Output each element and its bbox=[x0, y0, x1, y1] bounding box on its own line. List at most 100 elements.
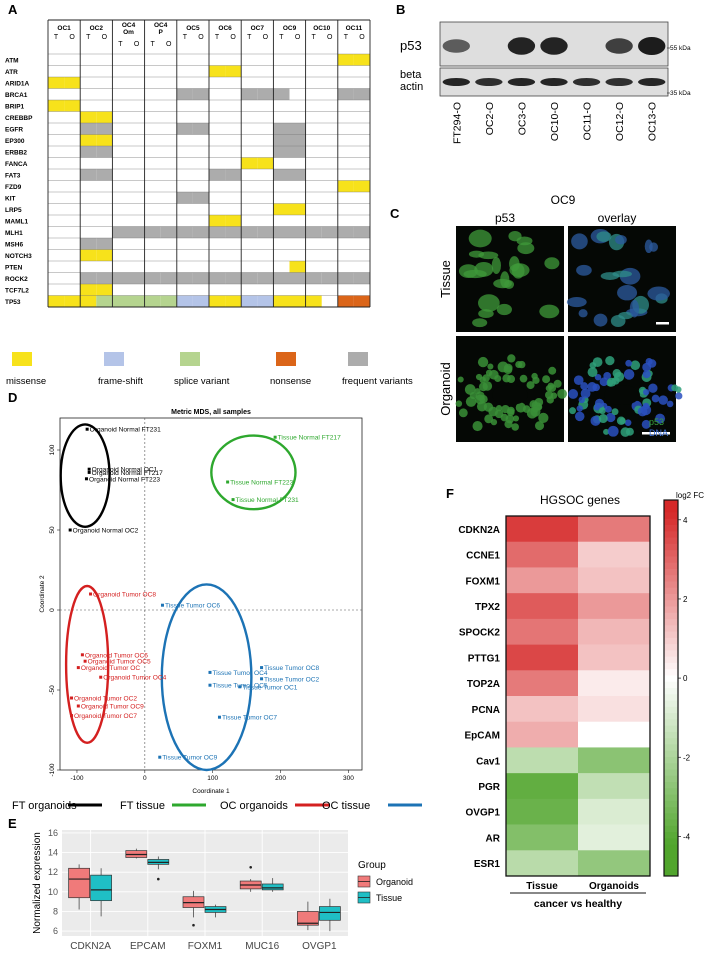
x-axis-label: Coordinate 1 bbox=[192, 788, 230, 795]
legend-label: frame-shift bbox=[98, 376, 143, 387]
x-category-label: CDKN2A bbox=[70, 941, 111, 952]
tissue-cell-cluster bbox=[474, 261, 494, 277]
panel-d: D Metric MDS, all samples -100 0 100 200 300 -1… bbox=[8, 390, 422, 812]
panel-b: B FT294-O OC2-O OC3-O OC10-O OC11-O OC12-O OC13… bbox=[396, 2, 691, 144]
gene-label: TCF7L2 bbox=[5, 288, 29, 295]
heatmap-cell bbox=[578, 567, 650, 594]
organoid-nucleus bbox=[534, 397, 544, 407]
colorbar-tick-label: 0 bbox=[683, 674, 688, 683]
mutation-cell bbox=[225, 169, 242, 181]
colorbar-step bbox=[664, 869, 678, 877]
legend-label: Organoid bbox=[376, 877, 413, 887]
legend-swatch bbox=[276, 352, 296, 366]
mds-point-label: Organoid Tumor OC6 bbox=[85, 652, 148, 659]
col-label-p53: p53 bbox=[495, 211, 515, 225]
colorbar-step bbox=[664, 550, 678, 557]
sample-header: OC4 P bbox=[154, 22, 168, 36]
colorbar-step bbox=[664, 594, 678, 601]
organoid-nucleus bbox=[519, 374, 528, 383]
organoid-nucleus bbox=[511, 423, 519, 431]
mds-point-label: Tissue Tumor OC7 bbox=[222, 715, 277, 722]
sample-header: OC9 bbox=[283, 25, 297, 32]
mds-point-label: Tissue Normal FT231 bbox=[236, 497, 299, 504]
heatmap-cell bbox=[578, 670, 650, 697]
organoid-nucleus bbox=[526, 381, 535, 390]
lane-label: OC10-O bbox=[549, 102, 561, 141]
mds-point bbox=[217, 715, 221, 719]
mds-point bbox=[260, 666, 264, 670]
organoid-nucleus bbox=[624, 419, 632, 426]
organoid-nucleus bbox=[515, 361, 523, 369]
mutation-cell bbox=[176, 272, 193, 284]
heatmap-cell bbox=[506, 798, 578, 825]
organoid-nucleus bbox=[623, 369, 635, 380]
mutation-cell bbox=[192, 88, 209, 100]
mutation-cell bbox=[353, 88, 370, 100]
colorbar-step bbox=[664, 756, 678, 764]
p53-band bbox=[605, 38, 633, 54]
heatmap-row-label: CDKN2A bbox=[458, 525, 500, 536]
lane-label: OC11-O bbox=[582, 102, 594, 140]
mutation-cell bbox=[225, 272, 242, 284]
row-label-actin: beta actin bbox=[400, 69, 423, 93]
organoid-nucleus bbox=[666, 400, 674, 408]
colorbar-step bbox=[664, 600, 678, 607]
organoid-nucleus bbox=[642, 370, 651, 379]
lane-label: FT294-O bbox=[451, 102, 463, 144]
mds-point bbox=[89, 592, 93, 596]
x-category-label: OVGP1 bbox=[302, 941, 337, 952]
heatmap-cell bbox=[578, 541, 650, 568]
organoid-nucleus bbox=[457, 376, 464, 383]
y-tick-label: 100 bbox=[49, 444, 56, 455]
colorbar-step bbox=[664, 662, 678, 670]
colorbar-step bbox=[664, 782, 678, 789]
organoid-nucleus bbox=[625, 359, 632, 367]
mds-point-label: Organoid Tumor OC7 bbox=[74, 713, 137, 720]
gene-label: MLH1 bbox=[5, 230, 23, 237]
y-tick-label: 50 bbox=[49, 526, 56, 534]
actin-band bbox=[605, 78, 633, 86]
mds-point bbox=[87, 467, 91, 471]
sub-label-t: T bbox=[183, 34, 188, 41]
mutation-cell bbox=[112, 226, 129, 238]
heatmap-row-label: Cav1 bbox=[476, 756, 500, 767]
colorbar-step bbox=[664, 568, 678, 576]
heatmap-cell bbox=[578, 798, 650, 825]
tissue-cell-cluster bbox=[493, 278, 512, 289]
mutation-cell bbox=[209, 272, 226, 284]
organoid-nucleus bbox=[507, 375, 516, 384]
mutation-cell bbox=[209, 226, 226, 238]
colorbar-step bbox=[664, 844, 678, 852]
gene-label: ARID1A bbox=[5, 81, 30, 88]
heatmap-row-label: EpCAM bbox=[464, 731, 500, 742]
heatmap-cell bbox=[578, 721, 650, 748]
heatmap-row-label: CCNE1 bbox=[466, 551, 500, 562]
y-tick-label: -100 bbox=[49, 763, 56, 776]
mutation-cell bbox=[48, 100, 65, 112]
colorbar-title: log2 FC bbox=[676, 491, 704, 500]
heatmap-cell bbox=[506, 516, 578, 543]
gene-label: EP300 bbox=[5, 138, 25, 145]
actin-band bbox=[442, 78, 470, 86]
mutation-cell bbox=[192, 192, 209, 204]
organoid-nucleus bbox=[594, 398, 605, 408]
colorbar-step bbox=[664, 769, 678, 777]
mutation-cell bbox=[160, 295, 177, 307]
mds-legend-label: OC tissue bbox=[322, 800, 370, 812]
organoid-nucleus bbox=[611, 408, 619, 416]
heatmap-cell bbox=[578, 773, 650, 800]
mutation-cell bbox=[48, 295, 65, 307]
legend-dna: DNA bbox=[649, 428, 668, 438]
mutation-cell bbox=[209, 65, 226, 77]
lane-label: OC2-O bbox=[484, 102, 496, 135]
mutation-cell bbox=[273, 88, 290, 100]
mutation-cell bbox=[80, 146, 97, 158]
sub-label-t: T bbox=[118, 41, 123, 48]
gene-label: CREBBP bbox=[5, 115, 33, 122]
mds-point bbox=[238, 685, 242, 689]
organoid-nucleus bbox=[472, 421, 483, 432]
mutation-cell bbox=[273, 272, 290, 284]
gene-label: FZD9 bbox=[5, 184, 22, 191]
mutation-cell bbox=[64, 295, 81, 307]
mutation-cell bbox=[192, 272, 209, 284]
